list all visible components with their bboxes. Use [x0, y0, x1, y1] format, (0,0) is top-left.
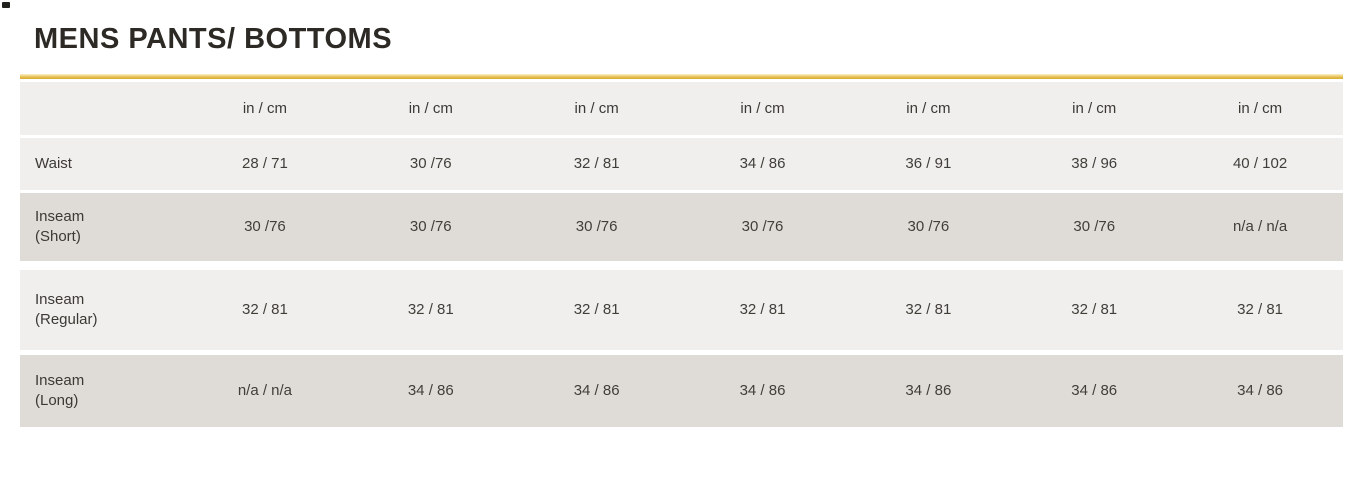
unit-header-cell: in / cm: [408, 99, 453, 117]
value-cell: 30 /76: [1073, 218, 1116, 236]
table-row-waist: Waist 28 / 71 30 /76 32 / 81 34 / 86 36 …: [20, 137, 1343, 190]
value-cell: 30 /76: [741, 218, 784, 236]
unit-header-cell: in / cm: [1072, 99, 1117, 117]
value-cell: 34 / 86: [905, 382, 952, 400]
table-row-inseam-regular: Inseam (Regular) 32 / 81 32 / 81 32 / 81…: [20, 269, 1343, 350]
value-cell: 32 / 81: [573, 301, 620, 319]
value-cell: 34 / 86: [739, 155, 786, 173]
value-cell: 40 / 102: [1232, 155, 1288, 173]
value-cell: 30 /76: [907, 218, 950, 236]
row-label: Waist: [35, 155, 72, 173]
value-cell: 34 / 86: [739, 382, 786, 400]
value-cell: 32 / 81: [1237, 301, 1284, 319]
row-label: Inseam (Short): [35, 208, 85, 245]
value-cell: 32 / 81: [1071, 301, 1118, 319]
value-cell: 30 /76: [409, 155, 452, 173]
value-cell: n/a / n/a: [237, 382, 293, 400]
value-cell: 28 / 71: [241, 155, 288, 173]
value-cell: 38 / 96: [1071, 155, 1118, 173]
value-cell: 34 / 86: [1071, 382, 1118, 400]
value-cell: 32 / 81: [241, 301, 288, 319]
unit-header-cell: in / cm: [574, 99, 619, 117]
unit-header-cell: in / cm: [242, 99, 288, 117]
row-label: Inseam (Long): [35, 372, 85, 409]
value-cell: n/a / n/a: [1232, 218, 1288, 236]
unit-header-cell: in / cm: [740, 99, 785, 117]
corner-artifact-mark: [2, 2, 10, 8]
unit-header-row: in / cm in / cm in / cm in / cm in / cm …: [20, 81, 1343, 135]
value-cell: 32 / 81: [739, 301, 786, 319]
size-chart-table: in / cm in / cm in / cm in / cm in / cm …: [20, 81, 1343, 427]
unit-header-cell: in / cm: [1237, 99, 1283, 117]
value-cell: 32 / 81: [905, 301, 952, 319]
value-cell: 32 / 81: [407, 301, 454, 319]
accent-divider-rule: [20, 73, 1343, 79]
value-cell: 30 /76: [244, 218, 286, 236]
unit-header-cell: in / cm: [906, 99, 951, 117]
value-cell: 36 / 91: [905, 155, 952, 173]
table-row-inseam-short: Inseam (Short) 30 /76 30 /76 30 /76 30 /…: [20, 192, 1343, 261]
value-cell: 34 / 86: [1237, 382, 1284, 400]
page-title: MENS PANTS/ BOTTOMS: [34, 23, 393, 55]
value-cell: 34 / 86: [407, 382, 454, 400]
value-cell: 30 /76: [575, 218, 618, 236]
row-label: Inseam (Regular): [35, 291, 98, 328]
value-cell: 32 / 81: [573, 155, 620, 173]
table-row-inseam-long: Inseam (Long) n/a / n/a 34 / 86 34 / 86 …: [20, 354, 1343, 427]
value-cell: 34 / 86: [573, 382, 620, 400]
value-cell: 30 /76: [409, 218, 452, 236]
